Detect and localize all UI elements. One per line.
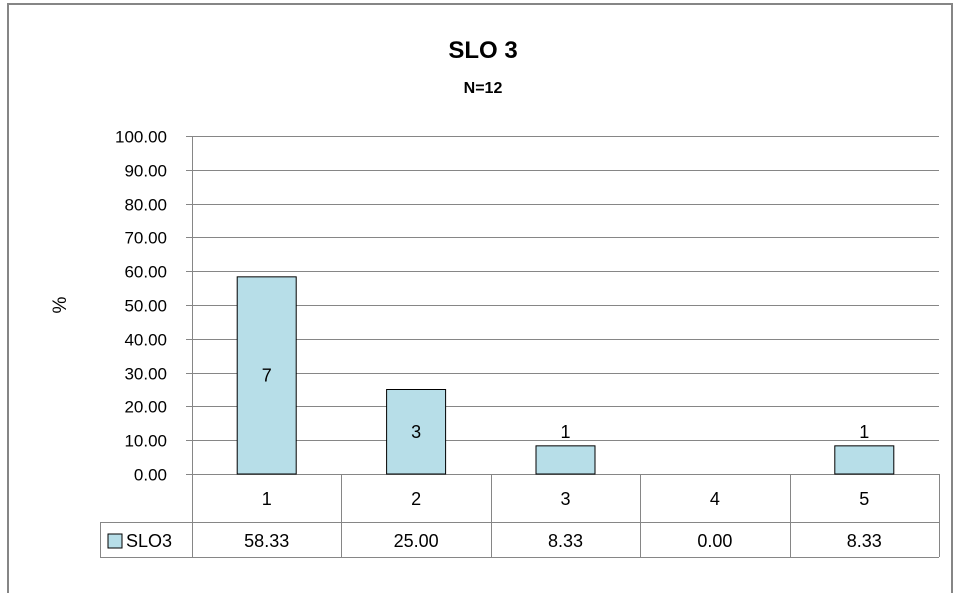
table-value: 0.00 xyxy=(697,531,732,551)
y-tick-label: 20.00 xyxy=(124,398,167,417)
legend-label: SLO3 xyxy=(126,531,172,551)
y-tick-label: 30.00 xyxy=(124,365,167,384)
y-tick-label: 40.00 xyxy=(124,331,167,350)
y-tick-label: 60.00 xyxy=(124,263,167,282)
data-label: 1 xyxy=(859,422,869,442)
y-tick-label: 10.00 xyxy=(124,432,167,451)
data-label: 7 xyxy=(262,365,272,385)
x-tick-label: 5 xyxy=(859,489,869,509)
chart-title: SLO 3 xyxy=(448,37,517,64)
x-tick-label: 1 xyxy=(262,489,272,509)
table-value: 25.00 xyxy=(394,531,439,551)
x-tick-label: 4 xyxy=(710,489,720,509)
table-value: 8.33 xyxy=(847,531,882,551)
x-tick-label: 3 xyxy=(560,489,570,509)
y-axis-label: % xyxy=(50,296,71,313)
y-tick-label: 100.00 xyxy=(115,128,167,147)
chart: SLO 3 N=12 % 100.0090.0080.0070.0060.005… xyxy=(50,37,940,558)
y-tick-label: 50.00 xyxy=(124,297,167,316)
chart-subtitle: N=12 xyxy=(464,80,503,97)
bar xyxy=(386,389,447,475)
table-value: 58.33 xyxy=(244,531,289,551)
table-value: 8.33 xyxy=(548,531,583,551)
y-tick-label: 80.00 xyxy=(124,196,167,215)
legend-swatch xyxy=(107,533,123,549)
y-tick-label: 90.00 xyxy=(124,162,167,181)
data-label: 1 xyxy=(560,422,570,442)
bar xyxy=(236,276,297,475)
data-label: 3 xyxy=(411,422,421,442)
y-tick-label: 70.00 xyxy=(124,229,167,248)
bar xyxy=(834,445,895,475)
chart-frame xyxy=(7,3,953,593)
y-tick-label: 0.00 xyxy=(134,466,167,485)
bar xyxy=(535,445,596,475)
x-tick-label: 2 xyxy=(411,489,421,509)
